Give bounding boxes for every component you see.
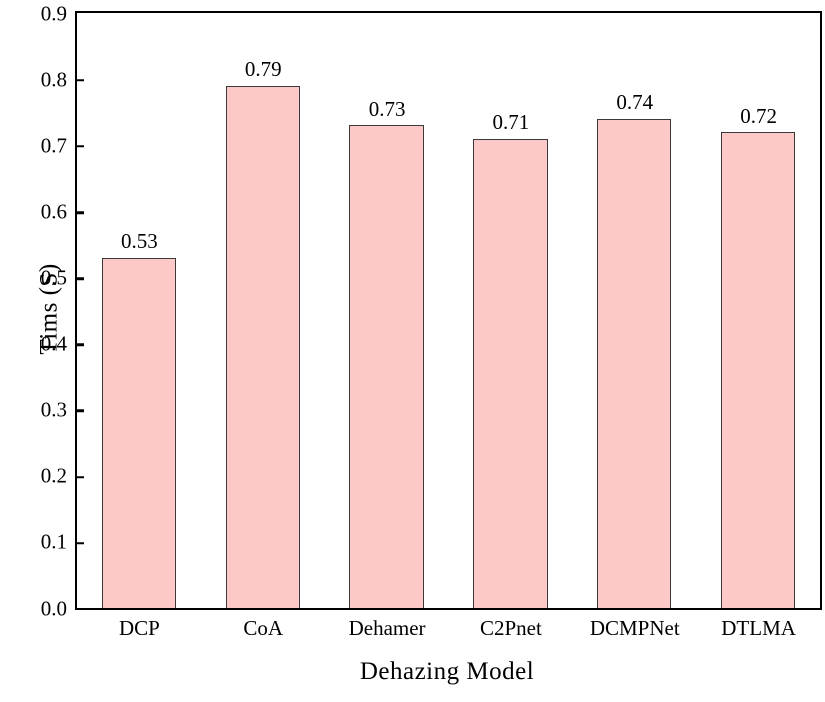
- bar-C2Pnet: [473, 138, 548, 608]
- bar-value-label: 0.73: [368, 96, 406, 121]
- y-axis-tick-mark: [77, 409, 84, 413]
- x-axis-category-label: DTLMA: [721, 616, 796, 640]
- y-axis-tick-mark: [77, 277, 84, 280]
- x-axis-category-label: DCMPNet: [589, 616, 680, 640]
- bar-value-label: 0.72: [740, 103, 777, 128]
- y-axis-tick-mark: [77, 211, 84, 214]
- y-axis-tick-label: 0.1: [40, 529, 67, 554]
- y-axis-tick-label: 0.3: [40, 397, 67, 422]
- bar-DTLMA: [720, 132, 796, 608]
- y-axis-tick-label: 0.4: [40, 331, 67, 356]
- bar-value-label: 0.53: [121, 229, 158, 254]
- bar-value-label: 0.71: [492, 110, 530, 135]
- bar-CoA: [225, 85, 300, 608]
- y-axis-tick-label: 0.0: [40, 596, 67, 620]
- plot-area: [75, 11, 822, 610]
- bar-DCMPNet: [597, 118, 672, 608]
- y-axis-tick-label: 0.2: [40, 463, 67, 488]
- x-axis-category-label: DCP: [118, 616, 160, 640]
- y-axis-tick-mark: [77, 541, 84, 545]
- bar-DCP: [101, 257, 177, 608]
- y-axis-tick-label: 0.5: [40, 265, 67, 290]
- y-axis-tick-mark: [77, 475, 84, 479]
- y-axis-tick-label: 0.7: [40, 133, 67, 158]
- y-axis-tick-label: 0.9: [40, 1, 67, 25]
- y-axis-tick-label: 0.6: [40, 199, 67, 224]
- x-axis-category-label: C2Pnet: [479, 616, 542, 640]
- bar-value-label: 0.79: [244, 57, 282, 82]
- x-axis-title: Dehazing Model: [359, 658, 535, 685]
- x-axis-category-label: Dehamer: [348, 616, 426, 640]
- bar-Dehamer: [349, 125, 424, 608]
- y-axis-tick-label: 0.8: [40, 67, 67, 92]
- x-axis-category-label: CoA: [243, 616, 284, 640]
- bar-value-label: 0.74: [616, 90, 654, 115]
- y-axis-tick-mark: [77, 79, 84, 82]
- y-axis-tick-mark: [77, 145, 84, 148]
- y-axis-tick-mark: [77, 343, 84, 347]
